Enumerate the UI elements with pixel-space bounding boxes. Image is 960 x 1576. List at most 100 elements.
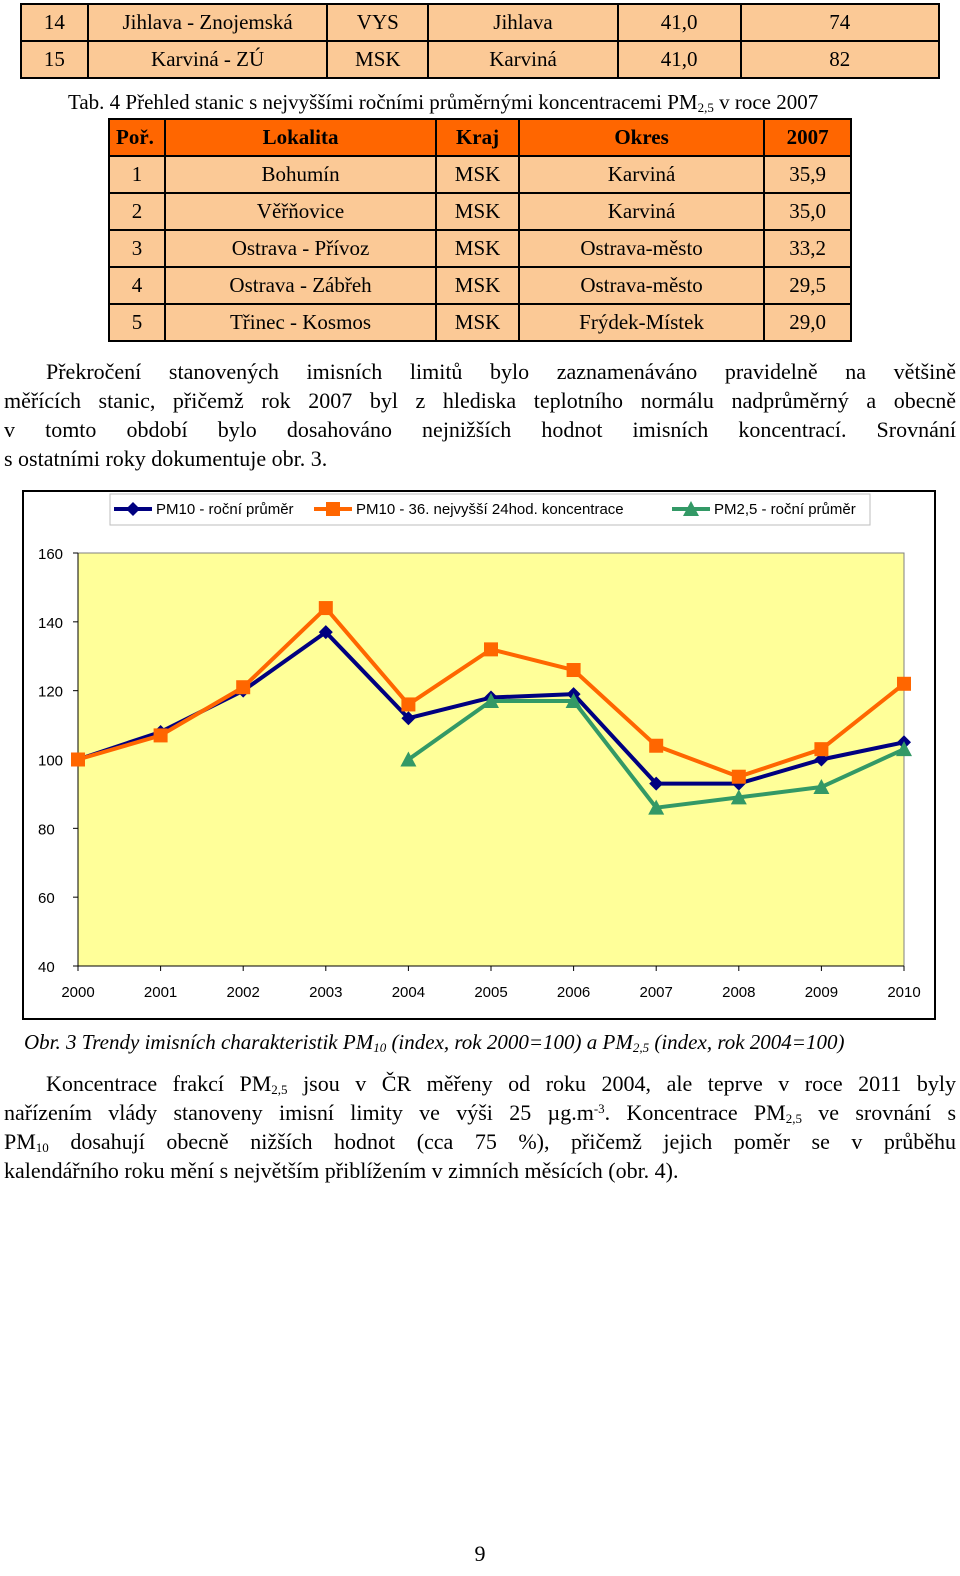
x-tick-label: 2001 [144, 984, 177, 1001]
table-cell: 74 [739, 3, 941, 42]
table-cell: Ostrava-město [517, 266, 766, 305]
table-cell: 2 [108, 192, 166, 231]
table-cell: MSK [435, 303, 520, 342]
paragraph-line: Koncentrace frakcí PM2,5 jsou v ČR měřen… [46, 1071, 956, 1097]
body-paragraph: Překročení stanovených imisních limitů b… [4, 357, 956, 473]
data-point [731, 769, 746, 784]
table-cell: Ostrava-město [517, 229, 766, 268]
table-row: 14 Jihlava - Znojemská VYS Jihlava 41,0 … [20, 3, 941, 42]
table-cell: 35,9 [763, 155, 852, 194]
data-point [401, 711, 416, 726]
data-point [318, 625, 333, 640]
table-cell: Věřňovice [163, 192, 438, 231]
table-cell: Karviná [517, 155, 766, 194]
table-cell: Ostrava - Zábřeh [163, 266, 438, 305]
table-cell: 15 [20, 40, 89, 79]
table-cell: 5 [108, 303, 166, 342]
legend-label: PM2,5 - roční průměr [714, 501, 856, 518]
column-header: Kraj [435, 118, 520, 157]
data-point [897, 676, 911, 691]
table-cell: Karviná [427, 40, 619, 79]
x-tick-label: 2004 [392, 984, 425, 1001]
x-tick-label: 2007 [640, 984, 673, 1001]
table-caption: Tab. 4 Přehled stanic s nejvyššími roční… [68, 90, 819, 115]
column-header: Lokalita [163, 118, 438, 157]
data-point [236, 680, 251, 695]
y-tick-label: 120 [38, 684, 63, 701]
y-tick-label: 140 [38, 615, 63, 632]
table-cell: MSK [435, 155, 520, 194]
paragraph-line: PM10 dosahují obecně nižších hodnot (cca… [4, 1129, 956, 1155]
legend-marker [326, 502, 340, 516]
table-cell: Jihlava - Znojemská [86, 3, 329, 42]
paragraph-line: s ostatními roky dokumentuje obr. 3. [4, 446, 328, 471]
table-cell: MSK [326, 40, 430, 79]
table-row: 3 Ostrava - Přívoz MSK Ostrava-město 33,… [108, 229, 852, 268]
column-header: 2007 [763, 118, 852, 157]
data-point [648, 799, 665, 815]
table-row: 5 Třinec - Kosmos MSK Frýdek-Místek 29,0 [108, 303, 852, 342]
table-row: 1 Bohumín MSK Karviná 35,9 [108, 155, 852, 194]
table-cell: MSK [435, 192, 520, 231]
data-point [813, 779, 830, 795]
table-cell: MSK [435, 229, 520, 268]
data-point [814, 742, 829, 757]
table-cell: 29,0 [763, 303, 852, 342]
table-row: 2 Věřňovice MSK Karviná 35,0 [108, 192, 852, 231]
plot-area [77, 552, 905, 967]
y-tick-label: 40 [38, 959, 55, 976]
series-layer [71, 601, 912, 815]
data-point [71, 752, 85, 767]
table-cell: Frýdek-Místek [517, 303, 766, 342]
table-cell: 82 [739, 40, 941, 79]
table-row: 4 Ostrava - Zábřeh MSK Ostrava-město 29,… [108, 266, 852, 305]
table-cell: Jihlava [427, 3, 619, 42]
figure-caption: Obr. 3 Trendy imisních charakteristik PM… [24, 1030, 845, 1055]
x-tick-label: 2000 [61, 984, 94, 1001]
paragraph-line: Překročení stanovených imisních limitů b… [46, 359, 956, 384]
paragraph-line: měřících stanic, přičemž rok 2007 byl z … [4, 388, 956, 413]
table-cell: 35,0 [763, 192, 852, 231]
pm25-ranking-table: Poř. Lokalita Kraj Okres 2007 1 Bohumín … [108, 118, 852, 342]
table-cell: 4 [108, 266, 166, 305]
table-cell: Karviná - ZÚ [86, 40, 329, 79]
data-point [483, 692, 499, 708]
x-tick-label: 2006 [557, 984, 590, 1001]
data-point [566, 663, 581, 678]
x-tick-label: 2003 [309, 984, 342, 1001]
data-point [896, 741, 912, 757]
data-point [318, 601, 333, 616]
y-tick-label: 80 [38, 821, 55, 838]
table-cell: Bohumín [163, 155, 438, 194]
y-tick-label: 60 [38, 890, 55, 907]
data-point [649, 776, 664, 791]
trend-chart: 160 140 120 100 80 60 40 2000 2001 2002 2003 2004 2… [22, 490, 936, 1020]
data-point [400, 751, 417, 767]
table-row: 15 Karviná - ZÚ MSK Karviná 41,0 82 [20, 40, 941, 79]
data-point [565, 692, 582, 708]
table-cell: 29,5 [763, 266, 852, 305]
legend-marker [683, 501, 699, 516]
table-cell: Třinec - Kosmos [163, 303, 438, 342]
paragraph-line: nařízením vlády stanoveny imisní limity … [4, 1100, 957, 1126]
chart-legend: PM10 - roční průměr PM10 - 36. nejvyšší 2… [109, 493, 871, 526]
paragraph-line: kalendářního roku mění s největším přibl… [4, 1158, 679, 1183]
table-header-row: Poř. Lokalita Kraj Okres 2007 [108, 118, 852, 157]
data-point [401, 697, 416, 712]
table-cell: 1 [108, 155, 166, 194]
column-header: Poř. [108, 118, 166, 157]
data-point [730, 789, 747, 805]
x-tick-label: 2009 [805, 984, 838, 1001]
legend-label: PM10 - roční průměr [156, 501, 294, 518]
x-axis: 2000 2001 2002 2003 2004 2005 2006 2007 2008 2009… [61, 965, 921, 1001]
series-2 [71, 601, 911, 784]
x-tick-label: 2008 [722, 984, 755, 1001]
table-cell: 14 [20, 3, 89, 42]
data-point [153, 728, 168, 743]
table-cell: MSK [435, 266, 520, 305]
table-cell: 41,0 [616, 3, 742, 42]
table-cell: VYS [326, 3, 430, 42]
table-cell: Ostrava - Přívoz [163, 229, 438, 268]
y-tick-label: 160 [38, 546, 63, 563]
